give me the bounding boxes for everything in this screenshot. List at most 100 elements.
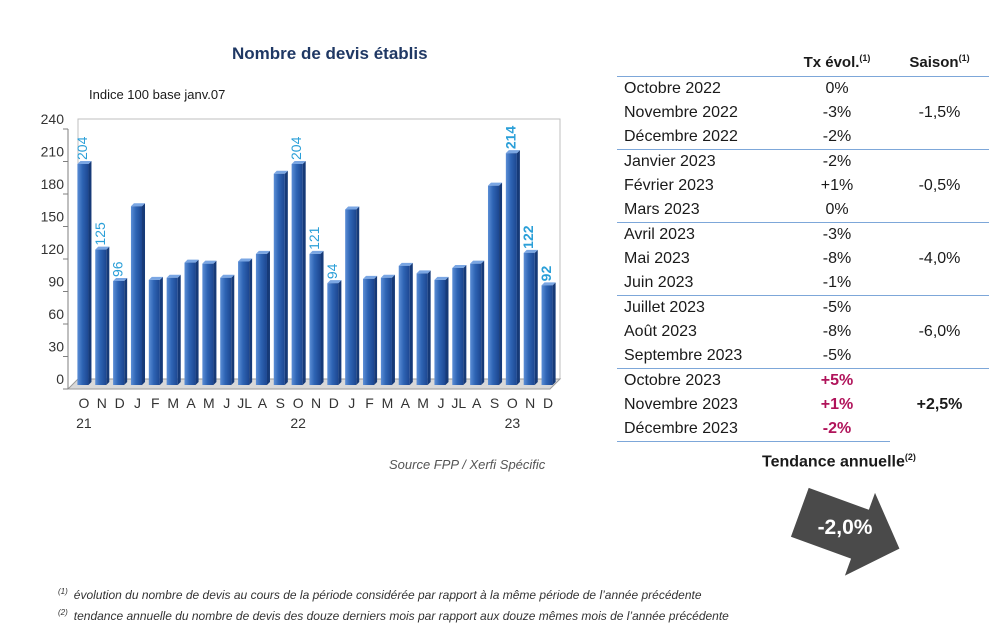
bar <box>487 185 500 385</box>
trend-title: Tendance annuelle(2) <box>762 452 916 471</box>
x-tick-label: D <box>329 395 339 411</box>
x-tick-label: A <box>472 395 482 411</box>
y-tick-label: 210 <box>41 144 65 160</box>
month-cell: Juin 2023 <box>624 274 694 291</box>
bar-side <box>356 206 360 385</box>
bar <box>541 285 553 385</box>
y-tick-label: 30 <box>48 339 64 355</box>
x-tick-label: N <box>525 395 535 411</box>
month-cell: Décembre 2022 <box>624 128 738 145</box>
year-label: 23 <box>505 415 521 431</box>
bar-top <box>77 161 92 164</box>
tx-evol-cell: 0% <box>825 201 849 218</box>
bar-top <box>130 203 146 207</box>
table-row: Juin 2023 -1% <box>617 271 989 296</box>
tx-evol-cell: +5% <box>784 368 890 393</box>
tx-evol-cell: -3% <box>822 104 852 121</box>
tx-evol-cell: -8% <box>822 323 852 340</box>
header-tx: Tx évol.(1) <box>784 48 890 77</box>
bar-side <box>552 282 556 385</box>
footnote-1-mark: (1) <box>58 587 68 596</box>
table-row: Août 2023 -8% <box>617 320 989 344</box>
data-label: 94 <box>324 263 340 279</box>
bar <box>434 279 446 385</box>
x-tick-label: N <box>311 395 321 411</box>
chart-subtitle: Indice 100 base janv.07 <box>89 87 225 102</box>
footnote-1-text: évolution du nombre de devis au cours de… <box>73 588 702 602</box>
season-cell: -6,0% <box>890 295 989 369</box>
bar-side <box>499 182 503 385</box>
chart-source: Source FPP / Xerfi Spécific <box>389 457 546 472</box>
trend-arrow-shape <box>790 487 900 576</box>
bar-side <box>427 270 431 385</box>
bar-top <box>309 250 324 254</box>
evolution-table: Tx évol.(1) Saison(1) Octobre 2022 0% -1,5… <box>617 48 989 442</box>
bar-top <box>541 282 556 286</box>
table-row: Décembre 2022 -2% <box>617 125 989 150</box>
table-row: Décembre 2023 -2% <box>617 417 989 442</box>
y-tick-label: 90 <box>48 274 64 290</box>
header-saison-sup: (1) <box>958 53 970 63</box>
bar <box>238 261 250 385</box>
month-cell: Janvier 2023 <box>617 149 784 174</box>
x-tick-label: S <box>490 395 499 411</box>
tx-evol-cell: +1% <box>820 177 854 194</box>
x-tick-label: O <box>293 395 304 411</box>
year-label: 21 <box>76 415 92 431</box>
bar <box>148 279 160 385</box>
month-cell: Avril 2023 <box>617 222 784 247</box>
x-tick-label: D <box>543 395 553 411</box>
bar <box>255 253 267 385</box>
x-tick-label: F <box>365 395 374 411</box>
table-row: Mai 2023 -8% <box>617 247 989 271</box>
bar <box>291 164 303 385</box>
x-tick-label: S <box>276 395 285 411</box>
table-body: Octobre 2022 0% -1,5% Novembre 2022 -3% Décem… <box>617 76 989 442</box>
header-saison: Saison(1) <box>890 48 989 77</box>
table-header-row: Tx évol.(1) Saison(1) <box>617 48 989 77</box>
bar-top <box>505 150 520 154</box>
table-row: Novembre 2022 -3% <box>617 101 989 125</box>
month-cell: Novembre 2022 <box>624 104 738 121</box>
bar-top <box>95 246 110 250</box>
data-label: 204 <box>288 136 304 160</box>
bar-side <box>391 274 395 385</box>
footnotes: (1) évolution du nombre de devis au cours… <box>58 583 729 625</box>
month-cell: Octobre 2023 <box>617 368 784 393</box>
year-label: 22 <box>290 415 306 431</box>
trend-title-label: Tendance annuelle <box>762 453 905 471</box>
season-cell: -0,5% <box>890 149 989 223</box>
bar-top <box>487 182 503 186</box>
season-cell: +2,5% <box>890 368 989 442</box>
data-label: 121 <box>306 226 322 250</box>
bar-top <box>380 274 395 278</box>
bar <box>273 173 285 385</box>
x-tick-label: J <box>348 395 355 411</box>
bar-top <box>327 280 342 284</box>
bar <box>220 277 232 385</box>
month-cell: Mai 2023 <box>624 250 690 267</box>
bar-side <box>142 203 146 385</box>
bar <box>470 263 482 385</box>
x-tick-label: M <box>167 395 179 411</box>
table-row: Février 2023 +1% <box>617 174 989 198</box>
season-cell: -4,0% <box>890 222 989 296</box>
x-tick-label: JL <box>451 395 466 411</box>
bar-top <box>148 276 163 280</box>
table-row: Septembre 2023 -5% <box>617 344 989 369</box>
y-tick-label: 240 <box>41 111 65 127</box>
y-tick-label: 120 <box>41 241 65 257</box>
bar-top <box>523 249 538 253</box>
x-tick-label: J <box>134 395 141 411</box>
bar <box>327 283 339 385</box>
bar <box>523 252 535 385</box>
x-tick-label: M <box>203 395 215 411</box>
bar-side <box>374 275 378 385</box>
bar-top <box>238 258 253 262</box>
y-tick-label: 150 <box>41 209 65 225</box>
tx-evol-cell: 0% <box>784 76 890 101</box>
bar-top <box>255 250 270 254</box>
header-month <box>617 48 784 77</box>
table-row: Octobre 2023 +5% +2,5% <box>617 368 989 442</box>
